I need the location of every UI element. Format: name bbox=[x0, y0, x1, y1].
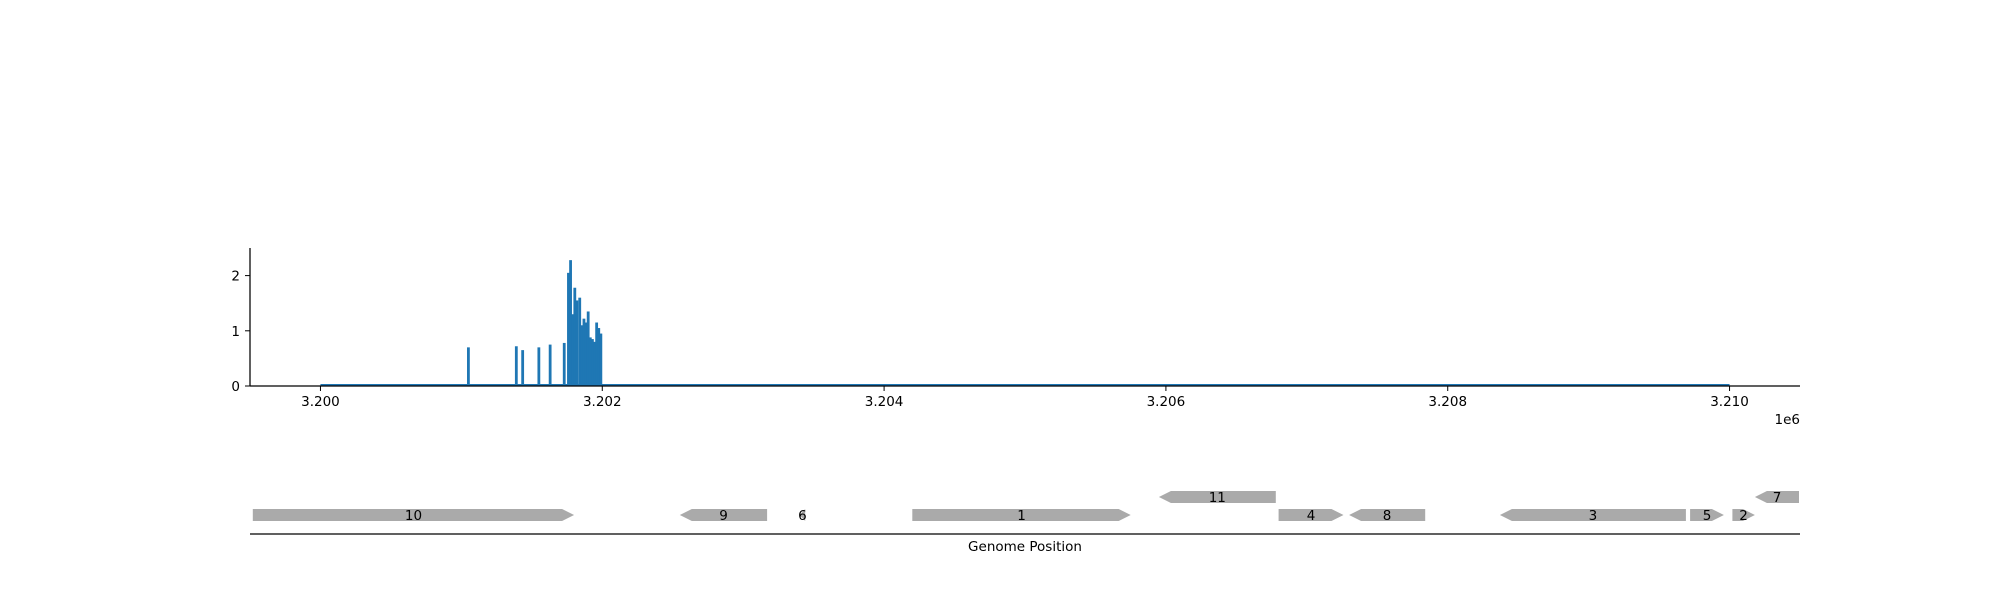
gene-5: 5 bbox=[1690, 508, 1724, 524]
coverage-bar bbox=[588, 337, 592, 386]
gene-label: 6 bbox=[798, 508, 807, 524]
gene-arrow bbox=[1349, 509, 1426, 521]
gene-arrow bbox=[1278, 509, 1344, 521]
gene-label: 9 bbox=[719, 508, 728, 524]
gene-label: 2 bbox=[1739, 508, 1748, 524]
gene-2: 2 bbox=[1732, 508, 1755, 524]
coverage-bar bbox=[571, 314, 575, 386]
gene-label: 7 bbox=[1773, 490, 1782, 506]
coverage-plot: 3.200 3.202 3.204 3.206 3.208 3.210 0 1 2 1e6 bbox=[231, 248, 1800, 428]
coverage-bar bbox=[514, 346, 518, 386]
coverage-bar bbox=[521, 350, 525, 386]
y-tick-label: 1 bbox=[231, 324, 240, 340]
gene-arrow bbox=[1754, 491, 1799, 503]
gene-arrow bbox=[1732, 509, 1755, 521]
y-ticks: 0 1 2 bbox=[231, 269, 250, 395]
gene-label: 11 bbox=[1209, 490, 1226, 506]
x-tick-label: 3.200 bbox=[301, 394, 340, 410]
coverage-bar bbox=[580, 325, 584, 386]
gene-label: 3 bbox=[1589, 508, 1598, 524]
coverage-bar bbox=[573, 287, 577, 386]
gene-arrow bbox=[1690, 509, 1724, 521]
gene-3: 3 bbox=[1499, 508, 1686, 524]
coverage-bar bbox=[575, 300, 579, 386]
gene-label: 8 bbox=[1383, 508, 1392, 524]
gene-7: 7 bbox=[1754, 490, 1799, 506]
coverage-bar bbox=[562, 342, 566, 386]
x-tick-label: 3.208 bbox=[1428, 394, 1467, 410]
gene-arrow bbox=[912, 509, 1131, 521]
gene-label: 4 bbox=[1307, 508, 1316, 524]
gene-4: 4 bbox=[1278, 508, 1344, 524]
y-tick-label: 2 bbox=[231, 269, 240, 285]
coverage-bar bbox=[593, 341, 596, 386]
coverage-bars bbox=[467, 260, 603, 386]
gene-arrow bbox=[1499, 509, 1686, 521]
x-tick-label: 3.206 bbox=[1147, 394, 1186, 410]
coverage-bar bbox=[567, 272, 570, 386]
gene-10: 10 bbox=[252, 508, 575, 524]
coverage-bar bbox=[599, 333, 603, 386]
coverage-bar bbox=[578, 297, 582, 386]
gene-label: 10 bbox=[405, 508, 422, 524]
gene-8: 8 bbox=[1349, 508, 1426, 524]
gene-6: 6 bbox=[798, 508, 807, 524]
gene-arrow bbox=[252, 509, 575, 521]
coverage-bar bbox=[591, 339, 594, 386]
x-tick-label: 3.202 bbox=[583, 394, 622, 410]
gene-arrow bbox=[799, 509, 806, 521]
gene-9: 9 bbox=[679, 508, 768, 524]
gene-arrow bbox=[679, 509, 768, 521]
y-tick-label: 0 bbox=[231, 379, 240, 395]
x-tick-label: 3.204 bbox=[865, 394, 904, 410]
coverage-bar bbox=[586, 311, 590, 386]
x-tick-label: 3.210 bbox=[1710, 394, 1749, 410]
coverage-bar bbox=[595, 322, 599, 386]
gene-11: 11 bbox=[1158, 490, 1276, 506]
gene-map-xlabel: Genome Position bbox=[968, 539, 1082, 555]
coverage-bar bbox=[597, 328, 601, 386]
gene-arrow bbox=[1158, 491, 1276, 503]
coverage-bar bbox=[548, 344, 552, 386]
gene-1: 1 bbox=[912, 508, 1131, 524]
coverage-bar bbox=[569, 260, 572, 386]
coverage-bar bbox=[467, 347, 470, 386]
gene-label: 5 bbox=[1703, 508, 1712, 524]
x-ticks: 3.200 3.202 3.204 3.206 3.208 3.210 bbox=[301, 386, 1749, 410]
coverage-bar bbox=[582, 318, 586, 386]
gene-label: 1 bbox=[1017, 508, 1026, 524]
coverage-bar bbox=[584, 322, 588, 386]
coverage-bar bbox=[537, 347, 541, 386]
x-offset-label: 1e6 bbox=[1775, 412, 1800, 428]
